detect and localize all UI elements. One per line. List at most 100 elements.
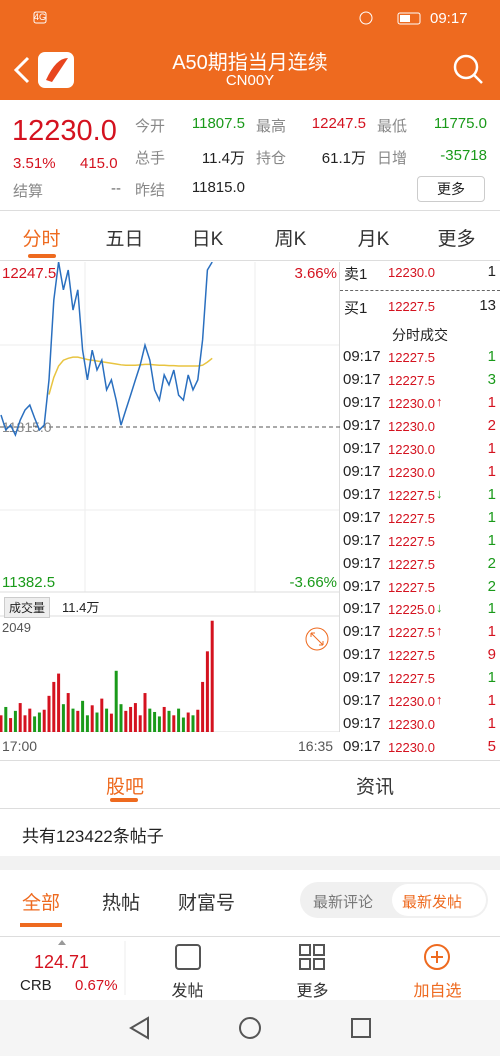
nav-back[interactable] xyxy=(129,1016,149,1040)
chart-tab[interactable]: 分时 xyxy=(22,229,61,250)
back-button[interactable] xyxy=(13,56,30,84)
filter-underline xyxy=(20,923,62,927)
trade-time: 09:17 xyxy=(343,623,381,641)
bottom-action[interactable]: 更多 xyxy=(296,983,329,1000)
expand-button[interactable] xyxy=(305,627,329,651)
field-value: 11775.0 xyxy=(433,115,487,132)
trade-time: 09:17 xyxy=(343,669,381,687)
search-button[interactable] xyxy=(453,54,479,80)
trade-price: 12230.0 xyxy=(388,395,435,411)
trade-price: 12225.0 xyxy=(388,602,435,618)
bottom-action[interactable]: 发帖 xyxy=(171,983,204,1000)
volume-bar xyxy=(157,716,161,732)
chart-tab[interactable]: 周K xyxy=(274,229,307,250)
trade-price: 12230.0 xyxy=(388,694,435,710)
book-price: 12230.0 xyxy=(388,265,435,280)
time-end: 16:35 xyxy=(298,738,334,754)
trade-price: 12227.5 xyxy=(388,350,435,365)
field-label: 最低 xyxy=(377,118,408,135)
volume-bar xyxy=(177,708,181,732)
volume-bar xyxy=(18,703,22,732)
section-tab[interactable]: 股吧 xyxy=(105,777,144,798)
volume-bar xyxy=(124,710,128,732)
trade-time: 09:17 xyxy=(343,738,381,756)
chart-tab[interactable]: 更多 xyxy=(437,229,476,250)
logo-mark xyxy=(46,58,68,82)
volume-bar xyxy=(37,712,41,732)
volume-bar xyxy=(172,715,176,732)
volume-label: 成交量 xyxy=(4,597,51,618)
trade-price: 12230.0 xyxy=(388,740,435,756)
volume-bar xyxy=(138,715,142,732)
trade-volume: 1 xyxy=(487,531,496,549)
divider xyxy=(0,760,500,761)
trade-price: 12227.5 xyxy=(388,625,435,641)
volume-bar xyxy=(23,715,27,732)
trade-arrow: ↓ xyxy=(436,485,443,501)
trade-time: 09:17 xyxy=(343,692,381,710)
trade-volume: 2 xyxy=(487,416,496,434)
trade-time: 09:17 xyxy=(343,600,381,618)
trade-time: 09:17 xyxy=(343,554,381,572)
section-tab[interactable]: 资讯 xyxy=(355,777,394,798)
trade-volume: 1 xyxy=(487,393,496,411)
trade-time: 09:17 xyxy=(343,577,381,595)
tab-underline xyxy=(28,254,56,258)
header-icons xyxy=(13,11,483,88)
pct-tick-label: -3.66% xyxy=(289,574,337,591)
volume-bar xyxy=(33,716,37,732)
more-icon[interactable] xyxy=(299,944,311,956)
volume-bar xyxy=(133,703,137,732)
trade-volume: 1 xyxy=(487,439,496,457)
field-label: 日增 xyxy=(377,150,408,167)
volume-bar xyxy=(61,704,65,732)
sort-option[interactable]: 最新发帖 xyxy=(402,894,463,911)
post-icon[interactable] xyxy=(175,944,201,970)
trade-price: 12230.0 xyxy=(388,717,435,733)
chart-tab[interactable]: 日K xyxy=(191,229,224,250)
trade-time: 09:17 xyxy=(343,416,381,434)
trade-volume: 5 xyxy=(487,738,496,756)
trade-volume: 9 xyxy=(487,646,496,664)
trade-price: 12227.5 xyxy=(388,487,435,503)
trade-price: 12227.5 xyxy=(388,510,435,526)
nav-recent[interactable] xyxy=(351,1018,371,1038)
expand-icon xyxy=(310,632,324,646)
trade-time: 09:17 xyxy=(343,531,381,549)
volume-bar xyxy=(81,700,85,732)
trade-arrow: ↑ xyxy=(436,393,443,409)
volume-bar xyxy=(47,695,51,732)
divider xyxy=(0,936,500,937)
header-bar xyxy=(0,0,500,100)
more-button[interactable]: 更多 xyxy=(417,176,485,202)
volume-bar xyxy=(13,710,17,732)
trades-title: 分时成交 xyxy=(392,327,448,343)
index-change: 0.67% xyxy=(75,977,118,994)
volume-bar xyxy=(148,708,152,732)
volume-bar xyxy=(52,681,56,732)
nav-home[interactable] xyxy=(239,1017,261,1039)
search-handle xyxy=(473,74,483,84)
sort-option[interactable]: 最新评论 xyxy=(313,894,374,911)
add-icon[interactable] xyxy=(424,944,450,970)
filter-tab[interactable]: 财富号 xyxy=(178,893,236,914)
filter-tab[interactable]: 热帖 xyxy=(102,893,141,914)
pct-tick-label: 3.66% xyxy=(294,265,337,282)
chart-tab[interactable]: 月K xyxy=(357,229,390,250)
trade-price: 12227.5 xyxy=(388,579,435,595)
trade-price: 12227.5 xyxy=(388,648,435,664)
trade-volume: 2 xyxy=(487,577,496,595)
section-underline xyxy=(110,798,138,802)
volume-bar xyxy=(205,651,209,732)
trade-volume: 1 xyxy=(487,462,496,480)
filter-tab[interactable]: 全部 xyxy=(22,893,61,914)
book-label: 卖1 xyxy=(344,266,368,283)
index-arrow xyxy=(58,940,66,945)
field-value: 12247.5 xyxy=(311,115,366,132)
chart-tab[interactable]: 五日 xyxy=(105,229,144,250)
bottom-action[interactable]: 加自选 xyxy=(413,983,462,1000)
trade-volume: 1 xyxy=(487,669,496,687)
book-divider xyxy=(340,290,500,291)
trade-price: 12227.5 xyxy=(388,556,435,572)
